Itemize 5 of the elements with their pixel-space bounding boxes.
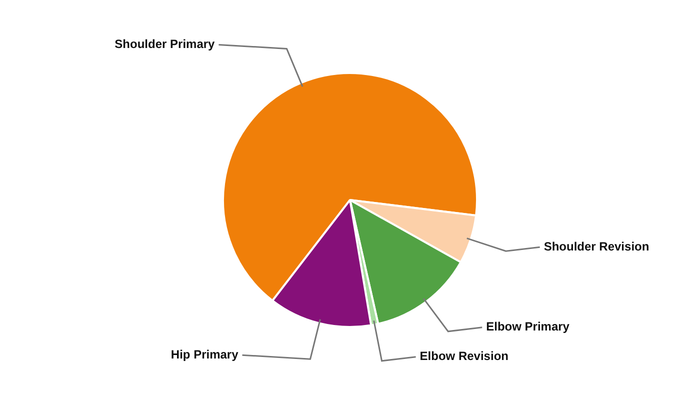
slice-label: Elbow Primary [486, 320, 570, 334]
slice-label: Elbow Revision [420, 349, 508, 364]
slice-label: Shoulder Primary [114, 37, 216, 52]
slice-label: Shoulder Revision [544, 239, 650, 254]
slice-label: Hip Primary [170, 347, 239, 362]
